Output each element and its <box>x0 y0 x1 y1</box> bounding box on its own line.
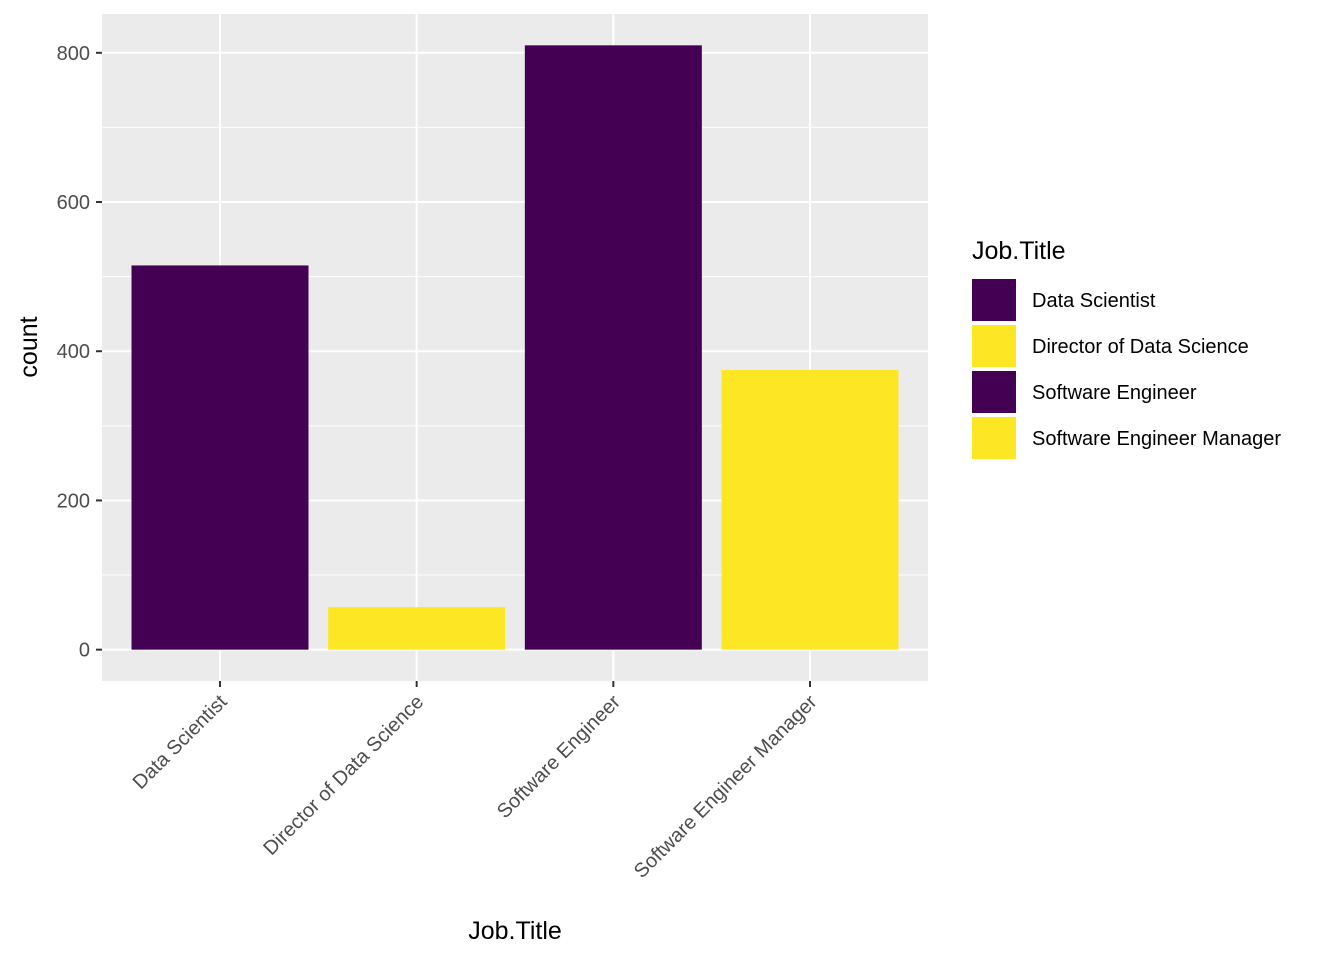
bar <box>131 265 309 650</box>
y-tick-label: 0 <box>79 640 90 662</box>
x-axis: Data Scientist Director of Data Science So… <box>129 681 822 883</box>
legend: Job.Title Data Scientist Director of Data… <box>972 237 1281 459</box>
y-axis: 0 200 400 600 800 <box>57 43 102 662</box>
y-tick-label: 400 <box>57 341 90 363</box>
legend-title: Job.Title <box>972 237 1066 265</box>
bar <box>328 607 506 650</box>
y-tick-label: 800 <box>57 43 90 65</box>
y-axis-title: count <box>15 316 43 377</box>
x-tick-label: Director of Data Science <box>259 691 428 860</box>
legend-key <box>972 417 1016 459</box>
legend-label: Software Engineer Manager <box>1032 428 1281 450</box>
y-tick-label: 600 <box>57 192 90 214</box>
bar <box>524 45 702 650</box>
bar <box>721 369 899 650</box>
legend-key <box>972 325 1016 367</box>
x-tick-label: Software Engineer Manager <box>630 691 822 883</box>
legend-key <box>972 279 1016 321</box>
legend-key <box>972 371 1016 413</box>
bars <box>131 45 899 650</box>
legend-label: Software Engineer <box>1032 382 1197 404</box>
legend-label: Data Scientist <box>1032 290 1156 312</box>
x-axis-title: Job.Title <box>468 917 562 945</box>
x-tick-label: Software Engineer <box>493 691 625 823</box>
x-tick-label: Data Scientist <box>129 691 232 794</box>
y-tick-label: 200 <box>57 490 90 512</box>
legend-label: Director of Data Science <box>1032 336 1249 358</box>
